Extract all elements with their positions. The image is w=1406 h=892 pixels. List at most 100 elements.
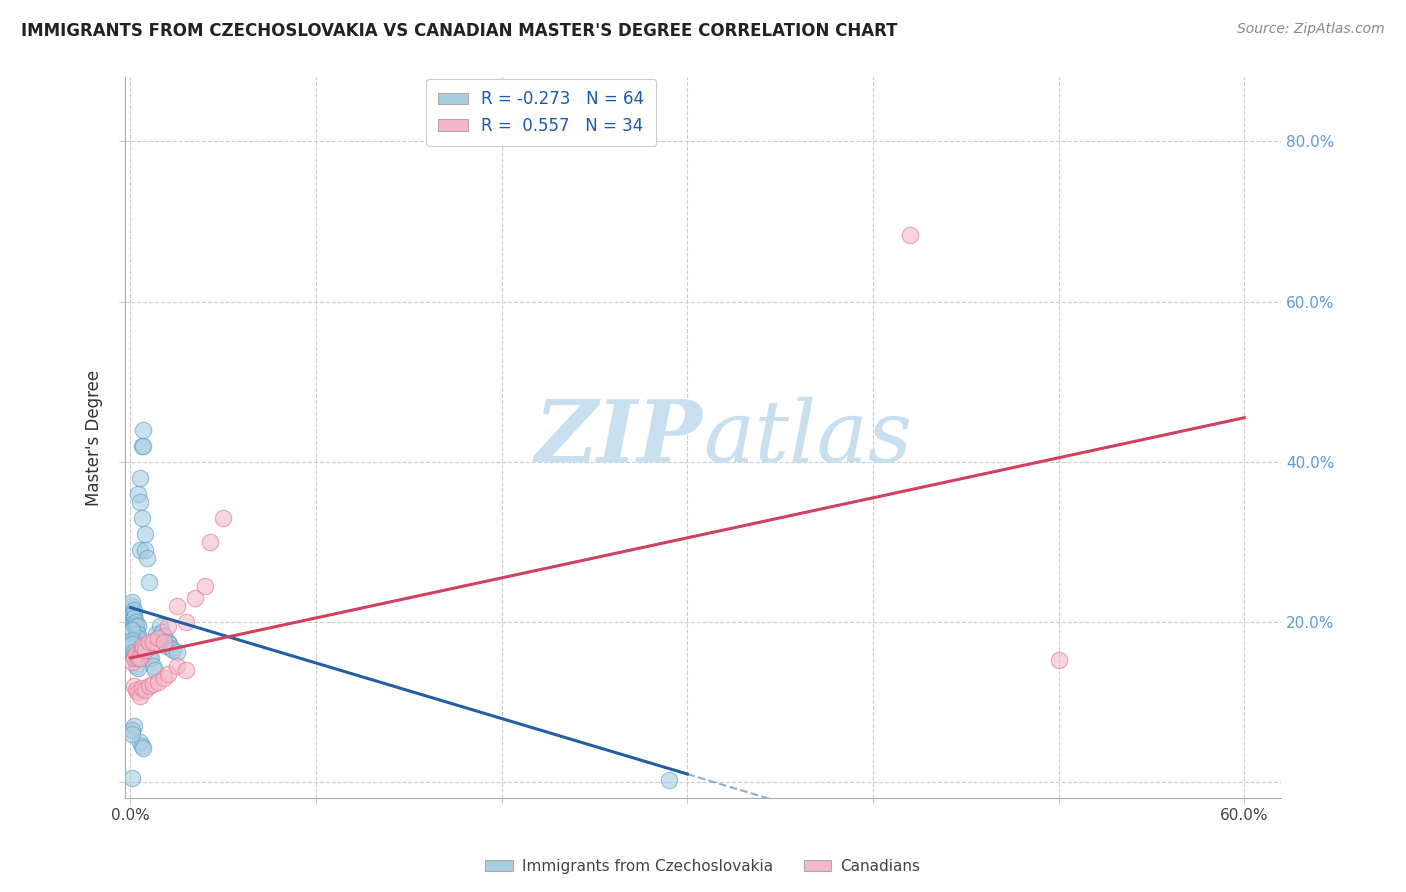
Point [128,542,150,557]
Point [134,542,156,557]
Point [157,637,180,651]
Point [160,640,183,655]
Point [122,607,145,621]
Point [166,659,188,673]
Point [125,651,148,665]
Point [128,735,150,749]
Point [125,647,148,661]
Point [184,591,207,605]
Point [125,683,148,698]
Point [127,685,149,699]
Point [127,487,149,501]
Point [122,719,145,733]
Point [174,615,197,629]
Point [166,599,188,613]
Point [122,611,145,625]
Point [132,423,155,437]
Point [125,635,148,649]
Point [122,651,145,665]
Point [127,661,149,675]
Point [125,619,148,633]
Point [155,639,177,653]
Point [156,635,179,649]
Point [122,615,145,629]
Point [121,771,143,785]
Point [122,616,145,631]
Point [131,511,153,525]
Point [131,439,153,453]
Text: ZIP: ZIP [536,396,703,480]
Point [153,629,176,643]
Point [127,627,149,641]
Point [174,663,197,677]
Point [125,615,148,629]
Point [127,619,149,633]
Point [148,631,170,645]
Point [122,645,145,659]
Point [121,599,143,613]
Point [166,645,188,659]
Point [121,632,143,647]
Y-axis label: Master's Degree: Master's Degree [86,369,103,506]
Point [138,651,160,665]
Point [131,739,153,753]
Point [121,603,143,617]
Point [142,659,165,673]
Point [122,679,145,693]
Point [134,643,156,657]
Point [142,635,165,649]
Point [145,627,167,641]
Point [132,741,155,756]
Point [162,643,184,657]
Point [121,623,143,637]
Point [128,651,150,665]
Legend: Immigrants from Czechoslovakia, Canadians: Immigrants from Czechoslovakia, Canadian… [479,853,927,880]
Point [128,471,150,485]
Point [898,228,921,243]
Point [122,611,145,625]
Point [134,683,156,698]
Point [121,595,143,609]
Point [212,511,235,525]
Point [131,639,153,653]
Point [127,651,149,665]
Point [121,635,143,649]
Point [128,689,150,703]
Text: Source: ZipAtlas.com: Source: ZipAtlas.com [1237,22,1385,37]
Point [121,727,143,741]
Point [156,619,179,633]
Point [121,723,143,737]
Point [132,640,155,655]
Point [121,607,143,621]
Point [156,667,179,681]
Point [138,574,160,589]
Point [153,635,176,649]
Point [134,526,156,541]
Point [138,635,160,649]
Point [148,675,170,690]
Point [139,651,162,665]
Point [150,624,173,639]
Point [122,603,145,617]
Point [132,439,155,453]
Point [658,772,681,787]
Point [1047,653,1070,667]
Point [125,623,148,637]
Point [200,534,222,549]
Point [125,627,148,641]
Point [138,679,160,693]
Legend: R = -0.273   N = 64, R =  0.557   N = 34: R = -0.273 N = 64, R = 0.557 N = 34 [426,78,657,146]
Point [143,663,166,677]
Point [121,637,143,651]
Point [136,550,159,565]
Text: IMMIGRANTS FROM CZECHOSLOVAKIA VS CANADIAN MASTER'S DEGREE CORRELATION CHART: IMMIGRANTS FROM CZECHOSLOVAKIA VS CANADI… [21,22,897,40]
Point [122,648,145,663]
Point [142,677,165,691]
Text: atlas: atlas [703,396,912,479]
Point [149,619,172,633]
Point [122,619,145,633]
Point [148,631,170,645]
Point [121,655,143,669]
Point [131,681,153,695]
Point [127,631,149,645]
